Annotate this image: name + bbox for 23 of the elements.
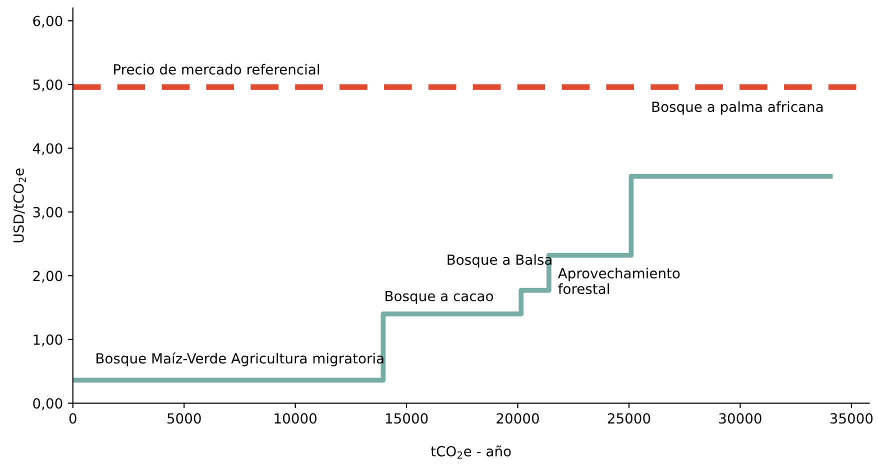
y-tick-label: 0,00 <box>33 398 62 410</box>
y-tick-label: 1,00 <box>34 334 62 346</box>
y-tick-label: 5,00 <box>33 79 62 92</box>
annotation: Bosque a Balsa <box>448 254 552 268</box>
y-tick-label: 6,00 <box>33 16 62 28</box>
x-tick-label: 30000 <box>719 413 762 424</box>
annotation: Aprovechamiento forestal <box>558 268 680 294</box>
y-tick-label: 3,00 <box>33 206 62 219</box>
x-axis-title: tCO$_{2}$e - año <box>430 446 511 459</box>
y-tick-label: 2,00 <box>33 270 62 283</box>
x-tick-label: 5000 <box>167 413 201 424</box>
x-tick-label: 25000 <box>608 413 650 424</box>
annotation: Bosque a palma africana <box>652 101 823 115</box>
x-tick-label: 15000 <box>386 413 428 424</box>
y-axis-title: USD/tCO$_{2}$e <box>13 168 26 242</box>
x-tick-label: 0 <box>69 413 76 424</box>
y-tick-label: 4,00 <box>32 143 62 156</box>
x-tick-label: 35000 <box>830 413 873 424</box>
x-tick-label: 20000 <box>496 413 539 424</box>
ref-line-label: Precio de mercado referencial <box>114 64 319 75</box>
annotation: Bosque Maíz-Verde Agricultura migratoria <box>96 352 384 366</box>
annotation: Bosque a cacao <box>386 290 494 304</box>
x-tick-label: 10000 <box>274 413 316 424</box>
